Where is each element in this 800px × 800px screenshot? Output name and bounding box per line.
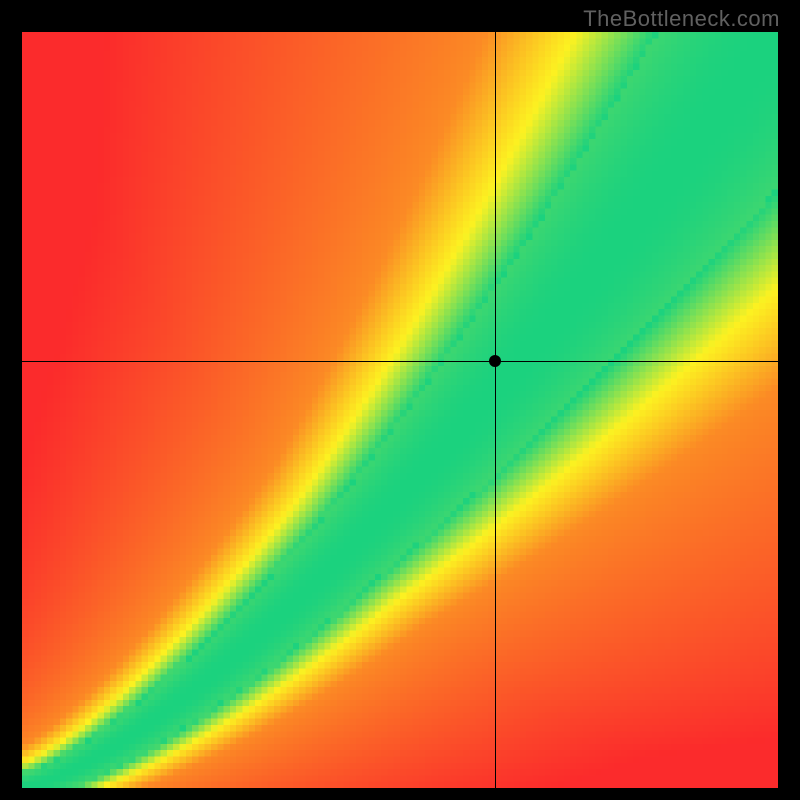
crosshair-vertical	[495, 32, 496, 788]
watermark-text: TheBottleneck.com	[583, 6, 780, 32]
crosshair-horizontal	[22, 361, 778, 362]
heatmap-canvas	[22, 32, 778, 788]
bottleneck-heatmap	[22, 32, 778, 788]
data-point-marker	[489, 355, 501, 367]
